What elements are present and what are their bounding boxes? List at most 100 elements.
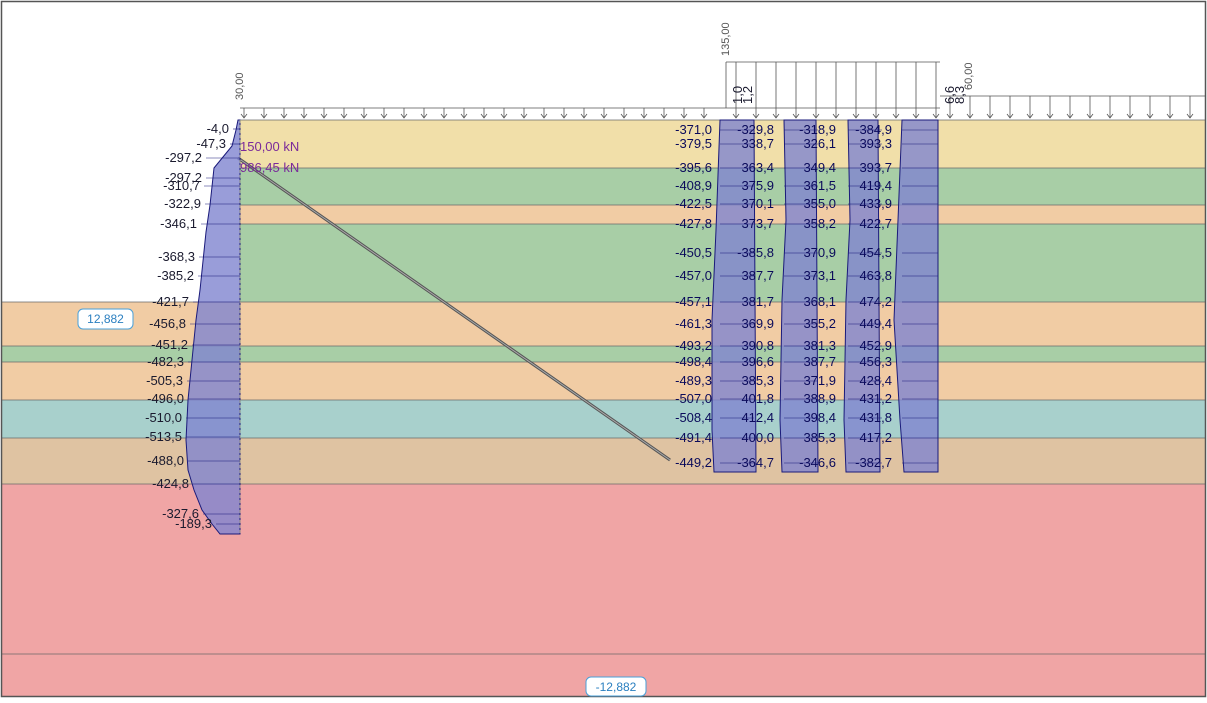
left-level-text: 12,882 [87,312,124,326]
pile-value-col1: -450,5 [675,245,712,260]
left-wall-value: -456,8 [149,316,186,331]
soil-layer-red [2,484,1206,696]
pile-value-col4: 454,5 [859,245,892,260]
pile-value-col3: 370,9 [803,245,836,260]
pile-value-col2: 400,0 [741,430,774,445]
pile-column-1 [711,119,757,473]
pile-value-col1: -493,2 [675,338,712,353]
left-wall-value: -451,2 [151,337,188,352]
pile-value-col1: -427,8 [675,216,712,231]
pile-value-col4: 393,3 [859,136,892,151]
left-wall-value: -505,3 [146,373,183,388]
pile-value-col4: 417,2 [859,430,892,445]
left-wall-value-labels: -4,0-47,3-297,2-297,2-310,7-322,9-346,1-… [145,121,240,531]
pile-value-col4: 393,7 [859,160,892,175]
left-wall-value: -297,2 [165,150,202,165]
pile-value-col4: -382,7 [855,455,892,470]
pile-value-col3: 373,1 [803,268,836,283]
left-wall-value: -47,3 [196,136,226,151]
pile-value-col3: 361,5 [803,178,836,193]
pile-value-col1: -507,0 [675,391,712,406]
left-wall-value: -496,0 [147,391,184,406]
pile-value-col1: -508,4 [675,410,712,425]
pile-value-col3: 358,2 [803,216,836,231]
pile-value-col4: 474,2 [859,294,892,309]
left-level-badge: 12,882 [77,308,134,330]
left-wall-value: -4,0 [207,121,229,136]
left-wall-value: -513,5 [145,429,182,444]
pile-column-3 [843,119,881,473]
pile-value-col3: 355,0 [803,196,836,211]
pile-value-col2: 396,6 [741,354,774,369]
left-wall-value: -327,6 [162,506,199,521]
pile-value-col1: -491,4 [675,430,712,445]
left-wall-diagram [185,119,241,535]
pile-value-col4: 431,8 [859,410,892,425]
pile-value-col2: 370,1 [741,196,774,211]
left-wall-value: -346,1 [160,216,197,231]
pile-value-col3: 388,9 [803,391,836,406]
pile-value-col1: -395,6 [675,160,712,175]
left-wall-value: -421,7 [152,294,189,309]
bottom-level-badge: -12,882 [585,676,647,697]
load-label-r4: 8,3 [952,86,967,104]
pile-value-col4: 433,9 [859,196,892,211]
pile-value-col2: -329,8 [737,122,774,137]
pile-value-col2: 401,8 [741,391,774,406]
pile-value-col3: -346,6 [799,455,836,470]
pile-value-col1: -461,3 [675,316,712,331]
left-wall-value: -510,0 [145,410,182,425]
pile-value-col4: 452,9 [859,338,892,353]
left-wall-value: -424,8 [152,476,189,491]
load-label-middle: 135,00 [720,22,732,56]
pile-value-labels: -371,0-379,5 -395,6 -408,9 -422,5 -427,8 -450… [675,122,938,470]
pile-value-col1: -408,9 [675,178,712,193]
left-wall-value: -297,2 [165,170,202,185]
left-wall-value: -189,3 [175,516,212,531]
pile-value-col2: 387,7 [741,268,774,283]
pile-value-col4: 428,4 [859,373,892,388]
pile-value-col2: 375,9 [741,178,774,193]
pile-value-col1: -449,2 [675,455,712,470]
left-wall-value: -385,2 [157,268,194,283]
pile-value-col3: 371,9 [803,373,836,388]
pile-value-col3: 385,3 [803,430,836,445]
load-label-far-right: 60,00 [963,62,975,90]
left-wall-value: -368,3 [158,249,195,264]
pile-value-col3: 398,4 [803,410,836,425]
pile-value-col1: -457,1 [675,294,712,309]
pile-value-col2: -364,7 [737,455,774,470]
pile-value-col2: 381,7 [741,294,774,309]
pile-value-col4: 419,4 [859,178,892,193]
pile-value-col1: -457,0 [675,268,712,283]
left-wall-value: -482,3 [147,354,184,369]
force-anchor-label: 986,45 kN [240,160,299,175]
pile-value-col4: -384,9 [855,122,892,137]
bottom-level-text: -12,882 [596,680,637,694]
pile-value-col2: 369,9 [741,316,774,331]
pile-value-col2: 390,8 [741,338,774,353]
pile-value-col2: 373,7 [741,216,774,231]
pile-value-col2: -385,8 [737,245,774,260]
load-label-r1: 1,0 [730,86,745,104]
pile-value-col3: 381,3 [803,338,836,353]
pile-value-col2: 363,4 [741,160,774,175]
pile-value-col4: 431,2 [859,391,892,406]
pile-value-col4: 463,8 [859,268,892,283]
pile-value-col4: 449,4 [859,316,892,331]
pile-value-col3: 368,1 [803,294,836,309]
left-wall-value: -488,0 [147,453,184,468]
surface-load-arrows [240,61,1206,119]
left-wall-value: -310,7 [163,178,200,193]
pile-value-col1: -498,4 [675,354,712,369]
pile-value-col3: 326,1 [803,136,836,151]
pile-value-col4: 456,3 [859,354,892,369]
pile-column-4 [893,119,939,473]
pile-value-col2: 412,4 [741,410,774,425]
load-label-r3: 6,6 [942,86,957,104]
pile-value-col3: 349,4 [803,160,836,175]
pile-value-col1: -379,5 [675,136,712,151]
pile-value-col3: 387,7 [803,354,836,369]
